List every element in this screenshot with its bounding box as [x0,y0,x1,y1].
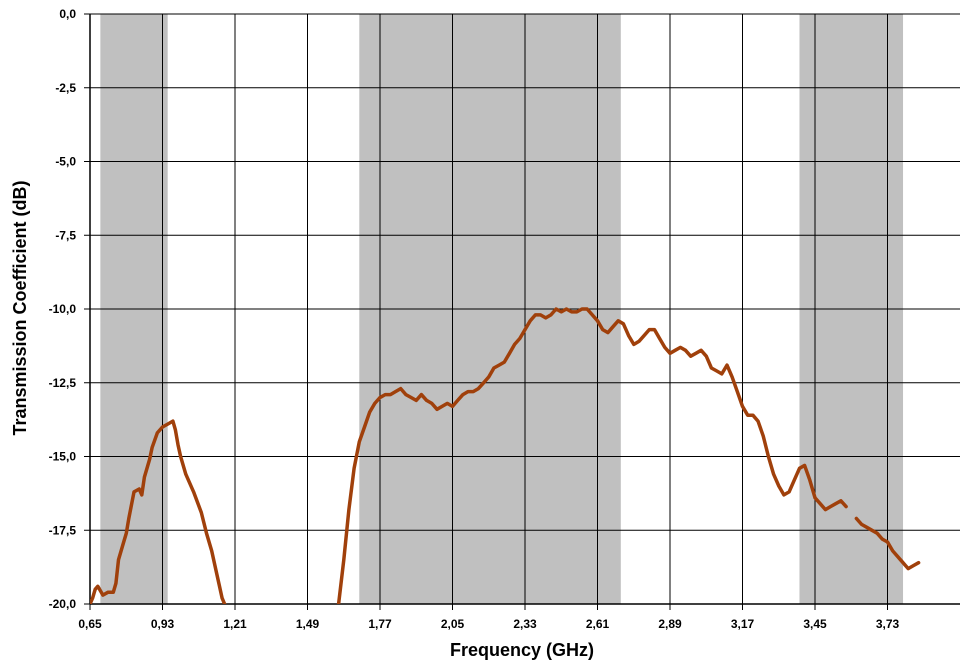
y-tick-label: -12,5 [49,376,77,390]
x-tick-label: 2,05 [441,617,465,631]
x-tick-label: 2,61 [586,617,610,631]
x-tick-label: 1,21 [223,617,247,631]
y-tick-label: -15,0 [49,450,77,464]
y-tick-label: -2,5 [55,81,76,95]
y-tick-label: -7,5 [55,228,76,242]
x-tick-label: 1,49 [296,617,320,631]
x-tick-label: 2,89 [658,617,682,631]
x-tick-label: 0,93 [151,617,175,631]
x-axis-title: Frequency (GHz) [450,640,594,660]
y-axis-title: Transmission Coefficient (dB) [10,180,30,435]
x-tick-label: 0,65 [78,617,102,631]
series [90,307,921,604]
series-line-segment-1 [90,419,227,604]
x-tick-label: 1,77 [368,617,392,631]
x-tick-label: 2,33 [513,617,537,631]
tick-labels: 0,65 0,93 1,21 1,49 1,77 2,05 2,33 2,61 2,89 3,17… [49,7,900,631]
axes [84,13,960,610]
y-tick-label: -10,0 [49,302,77,316]
y-tick-label: -17,5 [49,523,77,537]
y-tick-label: -5,0 [55,155,76,169]
grid [89,13,960,605]
series-line-segment-3 [854,516,921,571]
x-tick-label: 3,45 [803,617,827,631]
y-tick-label: 0,0 [59,7,76,21]
x-tick-label: 3,17 [731,617,755,631]
series-line-segment-2 [336,307,848,604]
y-tick-label: -20,0 [49,597,77,611]
x-tick-label: 3,73 [876,617,900,631]
